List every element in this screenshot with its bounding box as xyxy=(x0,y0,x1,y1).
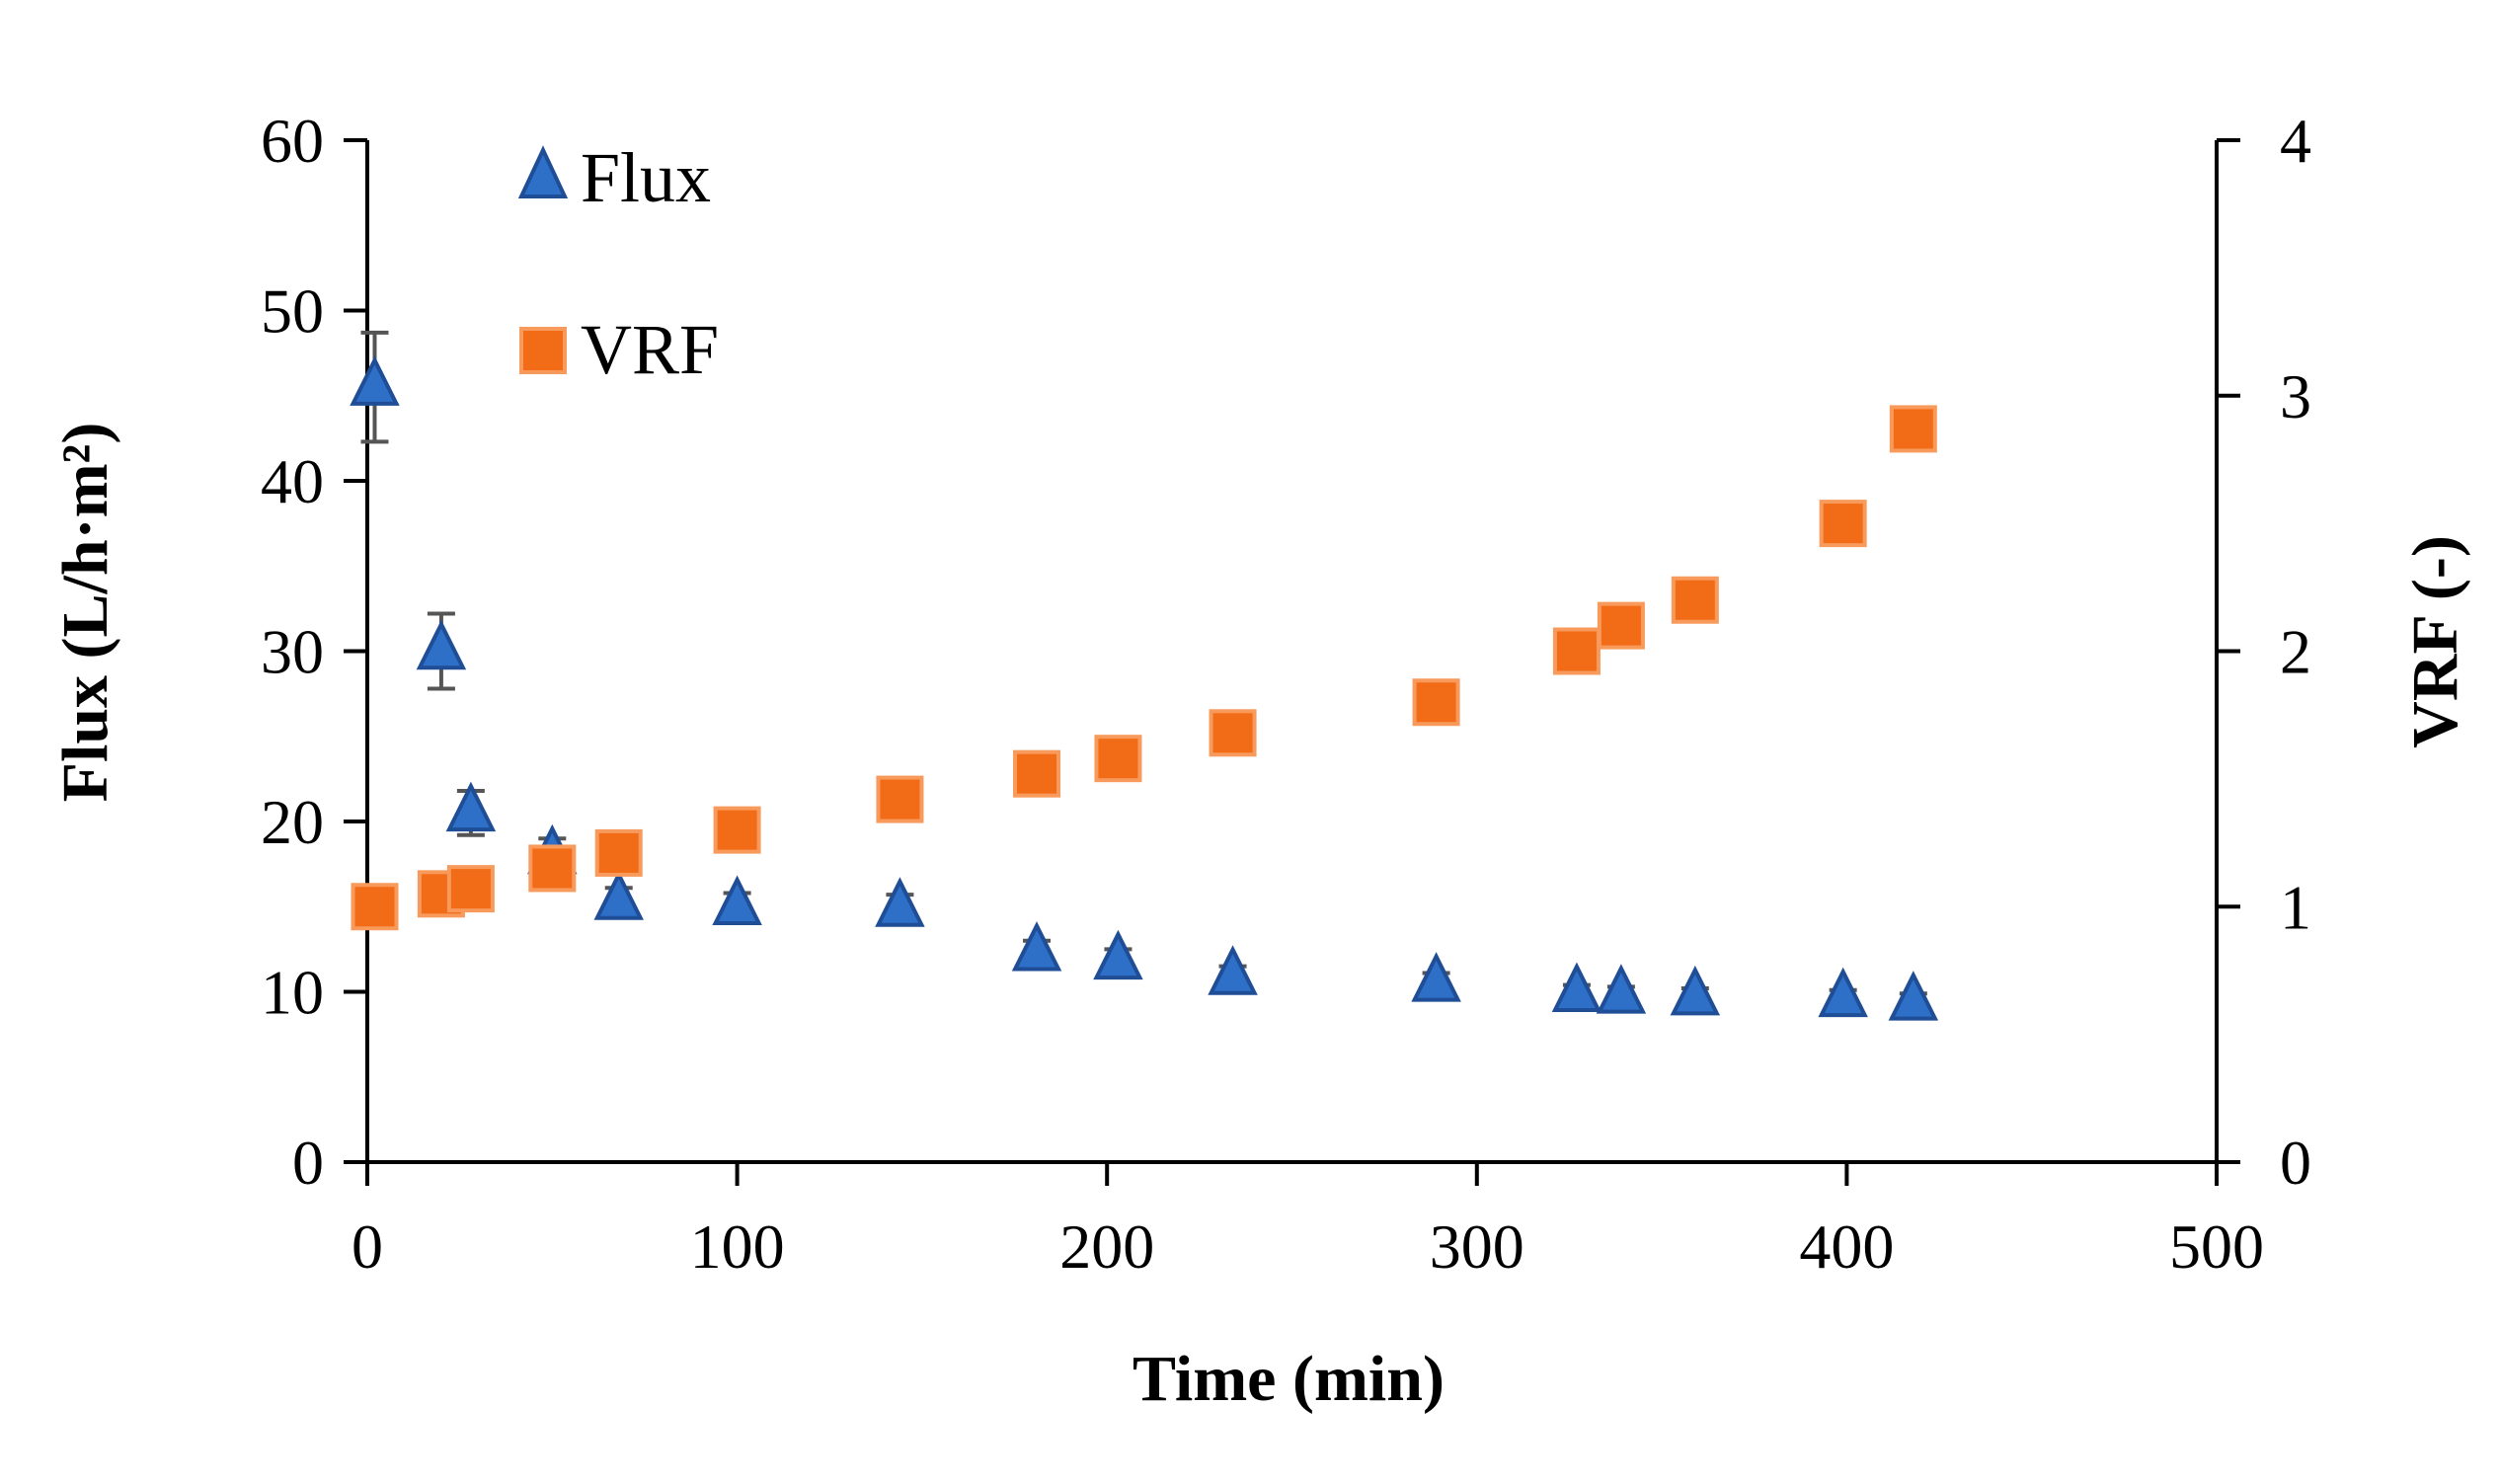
legend-flux-label: Flux xyxy=(581,138,711,217)
vrf-point xyxy=(713,806,761,854)
x-tick-label: 100 xyxy=(690,1211,785,1282)
x-tick-label: 0 xyxy=(352,1211,383,1282)
x-tick-label: 400 xyxy=(1799,1211,1894,1282)
vrf-point xyxy=(1889,405,1937,453)
flux-point xyxy=(1093,929,1143,980)
right-y-tick-label: 4 xyxy=(2280,106,2311,176)
flux-point xyxy=(1551,962,1602,1012)
vrf-point xyxy=(1597,601,1645,650)
flux-point xyxy=(1888,971,1939,1021)
vrf-point xyxy=(1094,735,1142,783)
vrf-point xyxy=(1412,678,1460,727)
x-tick-label: 200 xyxy=(1059,1211,1154,1282)
flux-point xyxy=(875,877,925,927)
vrf-point xyxy=(1819,500,1867,548)
vrf-point xyxy=(1552,627,1601,675)
vrf-point xyxy=(1671,576,1719,624)
vrf-point xyxy=(876,775,924,823)
vrf-point xyxy=(351,883,399,931)
left-y-tick-label: 30 xyxy=(261,617,324,687)
right-y-tick-label: 1 xyxy=(2280,872,2311,942)
x-tick-label: 500 xyxy=(2169,1211,2264,1282)
vrf-point xyxy=(594,828,643,877)
x-tick-label: 300 xyxy=(1430,1211,1524,1282)
left-y-axis-title: Flux (L/h·m²) xyxy=(49,423,121,803)
flux-point xyxy=(1670,965,1721,1016)
flux-point xyxy=(350,355,400,406)
left-y-tick-label: 20 xyxy=(261,787,324,857)
legend: Flux VRF xyxy=(517,138,719,389)
legend-vrf-marker xyxy=(519,327,567,374)
vrf-point xyxy=(446,865,495,913)
flux-point xyxy=(1208,945,1258,995)
flux-point xyxy=(1596,964,1647,1014)
left-y-tick-label: 50 xyxy=(261,276,324,347)
left-y-tick-label: 10 xyxy=(261,958,324,1028)
left-y-tick-label: 60 xyxy=(261,106,324,176)
right-y-axis-title: VRF (-) xyxy=(2399,535,2471,748)
flux-point xyxy=(445,781,497,832)
right-y-tick-label: 0 xyxy=(2280,1128,2311,1198)
right-y-tick-label: 2 xyxy=(2280,617,2311,687)
flux-point xyxy=(1011,921,1062,972)
flux-point xyxy=(416,619,467,670)
vrf-series xyxy=(351,405,1937,931)
legend-flux-marker xyxy=(517,145,569,198)
vrf-point xyxy=(1013,749,1061,798)
flux-point xyxy=(1411,952,1461,1002)
right-y-tick-label: 3 xyxy=(2280,361,2311,431)
flux-point xyxy=(712,875,762,925)
x-axis-title: Time (min) xyxy=(1133,1343,1445,1415)
vrf-point xyxy=(528,844,577,893)
flux-point xyxy=(1818,967,1868,1018)
legend-vrf-label: VRF xyxy=(581,310,719,389)
flux-point xyxy=(593,870,644,920)
vrf-point xyxy=(1209,709,1257,757)
left-y-tick-label: 40 xyxy=(261,446,324,516)
left-y-tick-label: 0 xyxy=(292,1128,324,1198)
